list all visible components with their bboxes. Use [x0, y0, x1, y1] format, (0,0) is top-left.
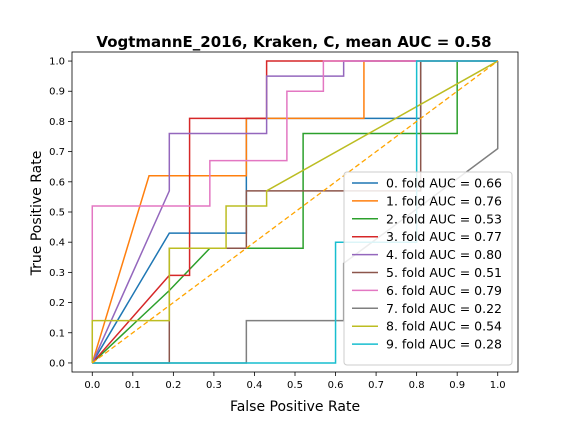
legend-label-fold-8: 8. fold AUC = 0.54 — [386, 319, 502, 334]
y-tick-label: 0.7 — [49, 147, 65, 158]
x-tick-label: 0.5 — [287, 380, 303, 391]
y-tick-label: 0.2 — [49, 298, 65, 309]
roc-line-fold-8 — [91, 60, 499, 363]
legend-label-fold-5: 5. fold AUC = 0.51 — [386, 265, 502, 280]
y-tick-label: 0.8 — [49, 117, 65, 128]
legend-label-fold-6: 6. fold AUC = 0.79 — [386, 283, 502, 298]
x-tick-label: 0.8 — [409, 380, 425, 391]
legend-label-fold-4: 4. fold AUC = 0.80 — [386, 247, 502, 262]
x-tick-label: 0.3 — [206, 380, 222, 391]
x-tick-label: 0.7 — [368, 380, 384, 391]
roc-line-fold-5 — [92, 60, 498, 364]
y-tick-label: 0.9 — [49, 87, 65, 98]
roc-line-fold-4 — [91, 60, 498, 364]
y-tick-label: 0.5 — [49, 208, 65, 219]
legend-label-fold-2: 2. fold AUC = 0.53 — [386, 211, 502, 226]
y-axis-label: True Positive Rate — [29, 151, 45, 277]
x-tick-label: 0.0 — [84, 380, 100, 391]
roc-line-fold-6 — [91, 60, 498, 363]
y-tick-label: 0.4 — [49, 238, 65, 249]
legend-label-fold-9: 9. fold AUC = 0.28 — [386, 337, 502, 352]
legend-label-fold-7: 7. fold AUC = 0.22 — [386, 301, 502, 316]
legend-label-fold-1: 1. fold AUC = 0.76 — [386, 193, 502, 208]
x-tick-label: 0.9 — [449, 380, 465, 391]
x-tick-label: 0.6 — [328, 380, 344, 391]
y-tick-label: 1.0 — [49, 57, 65, 68]
legend: 0. fold AUC = 0.66 1. fold AUC = 0.76 2. f… — [343, 171, 513, 366]
chart-title: VogtmannE_2016, Kraken, C, mean AUC = 0.… — [96, 33, 491, 51]
y-tick-label: 0.6 — [49, 177, 65, 188]
chance-diagonal — [91, 60, 499, 364]
y-tick-label: 0.1 — [49, 328, 65, 339]
legend-box — [343, 171, 513, 366]
x-tick-label: 1.0 — [490, 380, 506, 391]
plot-area — [91, 60, 499, 364]
axes: 0.0 0.1 0.2 0.3 0.4 0.5 0.6 0.7 0.8 0.9 1.0 0.0 0.1 0… — [49, 57, 506, 391]
legend-label-fold-0: 0. fold AUC = 0.66 — [386, 176, 502, 191]
x-tick-label: 0.2 — [165, 380, 181, 391]
x-tick-label: 0.1 — [125, 380, 141, 391]
legend-label-fold-3: 3. fold AUC = 0.77 — [386, 229, 502, 244]
y-tick-label: 0.3 — [49, 268, 65, 279]
x-tick-label: 0.4 — [247, 380, 263, 391]
x-axis-label: False Positive Rate — [230, 399, 360, 415]
y-tick-label: 0.0 — [49, 358, 65, 369]
